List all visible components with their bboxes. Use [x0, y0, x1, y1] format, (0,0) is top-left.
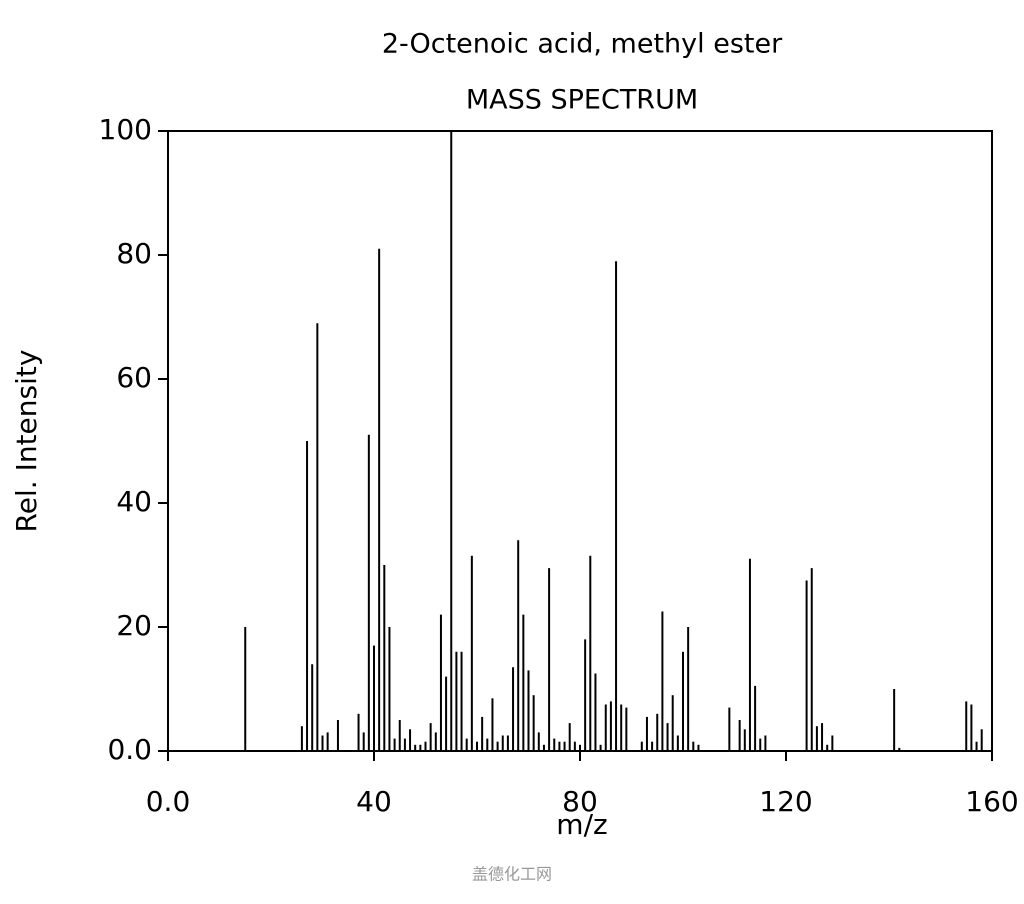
x-tick-label: 40 — [356, 785, 392, 818]
y-tick-label: 20 — [116, 609, 152, 642]
y-tick-label: 60 — [116, 361, 152, 394]
y-axis-label: Rel. Intensity — [10, 350, 43, 533]
watermark: 盖德化工网 — [472, 865, 552, 884]
x-tick-label: 80 — [562, 785, 598, 818]
x-axis-label: m/z — [556, 808, 607, 841]
x-tick-label: 160 — [965, 785, 1018, 818]
chart-subtitle: MASS SPECTRUM — [466, 85, 698, 116]
x-tick-label: 0.0 — [146, 785, 191, 818]
y-tick-label: 0.0 — [107, 733, 152, 766]
y-tick-label: 100 — [99, 113, 152, 146]
y-tick-label: 80 — [116, 237, 152, 270]
x-tick-label: 120 — [759, 785, 812, 818]
plot-frame — [167, 130, 993, 752]
chart-title: 2-Octenoic acid, methyl ester — [382, 29, 783, 60]
y-tick-label: 40 — [116, 485, 152, 518]
